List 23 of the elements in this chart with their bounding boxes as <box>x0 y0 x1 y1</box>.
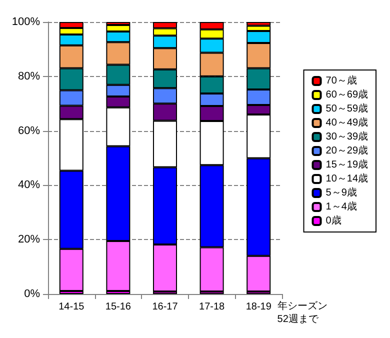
y-tick-label: 20% <box>18 234 40 246</box>
legend-label: 50～59歳 <box>326 102 368 114</box>
legend-label: 40～49歳 <box>326 116 368 128</box>
legend-label: 70～歳 <box>326 74 357 86</box>
legend-label: 10～14歳 <box>326 172 368 184</box>
legend-label: 60～69歳 <box>326 88 368 100</box>
x-tick-label: 18-19 <box>246 302 272 312</box>
legend-label: 30～39歳 <box>326 130 368 142</box>
y-tick-label: 80% <box>18 70 40 82</box>
y-tick-label: 40% <box>18 179 40 192</box>
y-tick-label: 0% <box>24 288 40 300</box>
legend-label: 20～29歳 <box>326 144 368 156</box>
x-tick-label: 17-18 <box>199 302 226 312</box>
legend-label: 1～4歳 <box>326 200 357 212</box>
y-tick-label: 60% <box>18 124 40 137</box>
x-tick-label: 16-17 <box>152 302 178 312</box>
legend-label: 0歳 <box>326 214 342 226</box>
legend-label: 5～9歳 <box>326 186 357 198</box>
x-tick-label: 15-16 <box>105 302 132 312</box>
x-tick-label: 14-15 <box>58 302 85 312</box>
y-tick-label: 100% <box>12 16 40 28</box>
x-axis-title: 年シーズン 52週まで <box>277 300 328 325</box>
legend-label: 15～19歳 <box>326 158 368 170</box>
